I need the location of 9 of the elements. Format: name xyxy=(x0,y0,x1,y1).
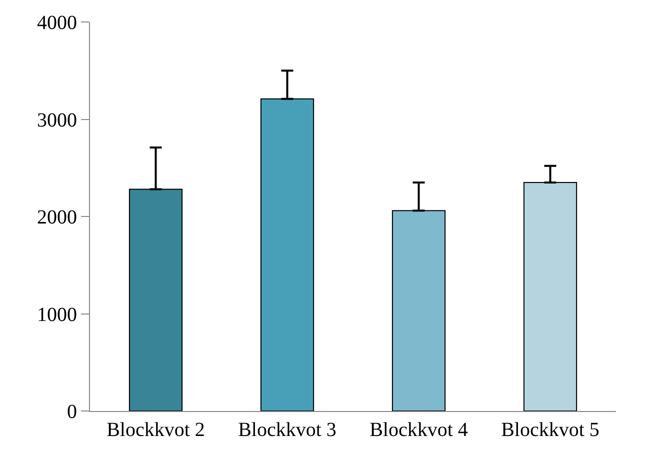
x-tick-label: Blockkvot 5 xyxy=(501,419,600,441)
y-tick-label: 4000 xyxy=(37,12,77,34)
x-tick-label: Blockkvot 2 xyxy=(106,419,205,441)
y-tick-label: 0 xyxy=(67,401,77,423)
y-tick-label: 3000 xyxy=(37,109,77,132)
x-tick-label: Blockkvot 4 xyxy=(370,419,468,441)
x-tick-label: Blockkvot 3 xyxy=(238,419,336,441)
y-tick-label: 1000 xyxy=(37,304,77,326)
y-tick-label: 2000 xyxy=(37,206,77,228)
